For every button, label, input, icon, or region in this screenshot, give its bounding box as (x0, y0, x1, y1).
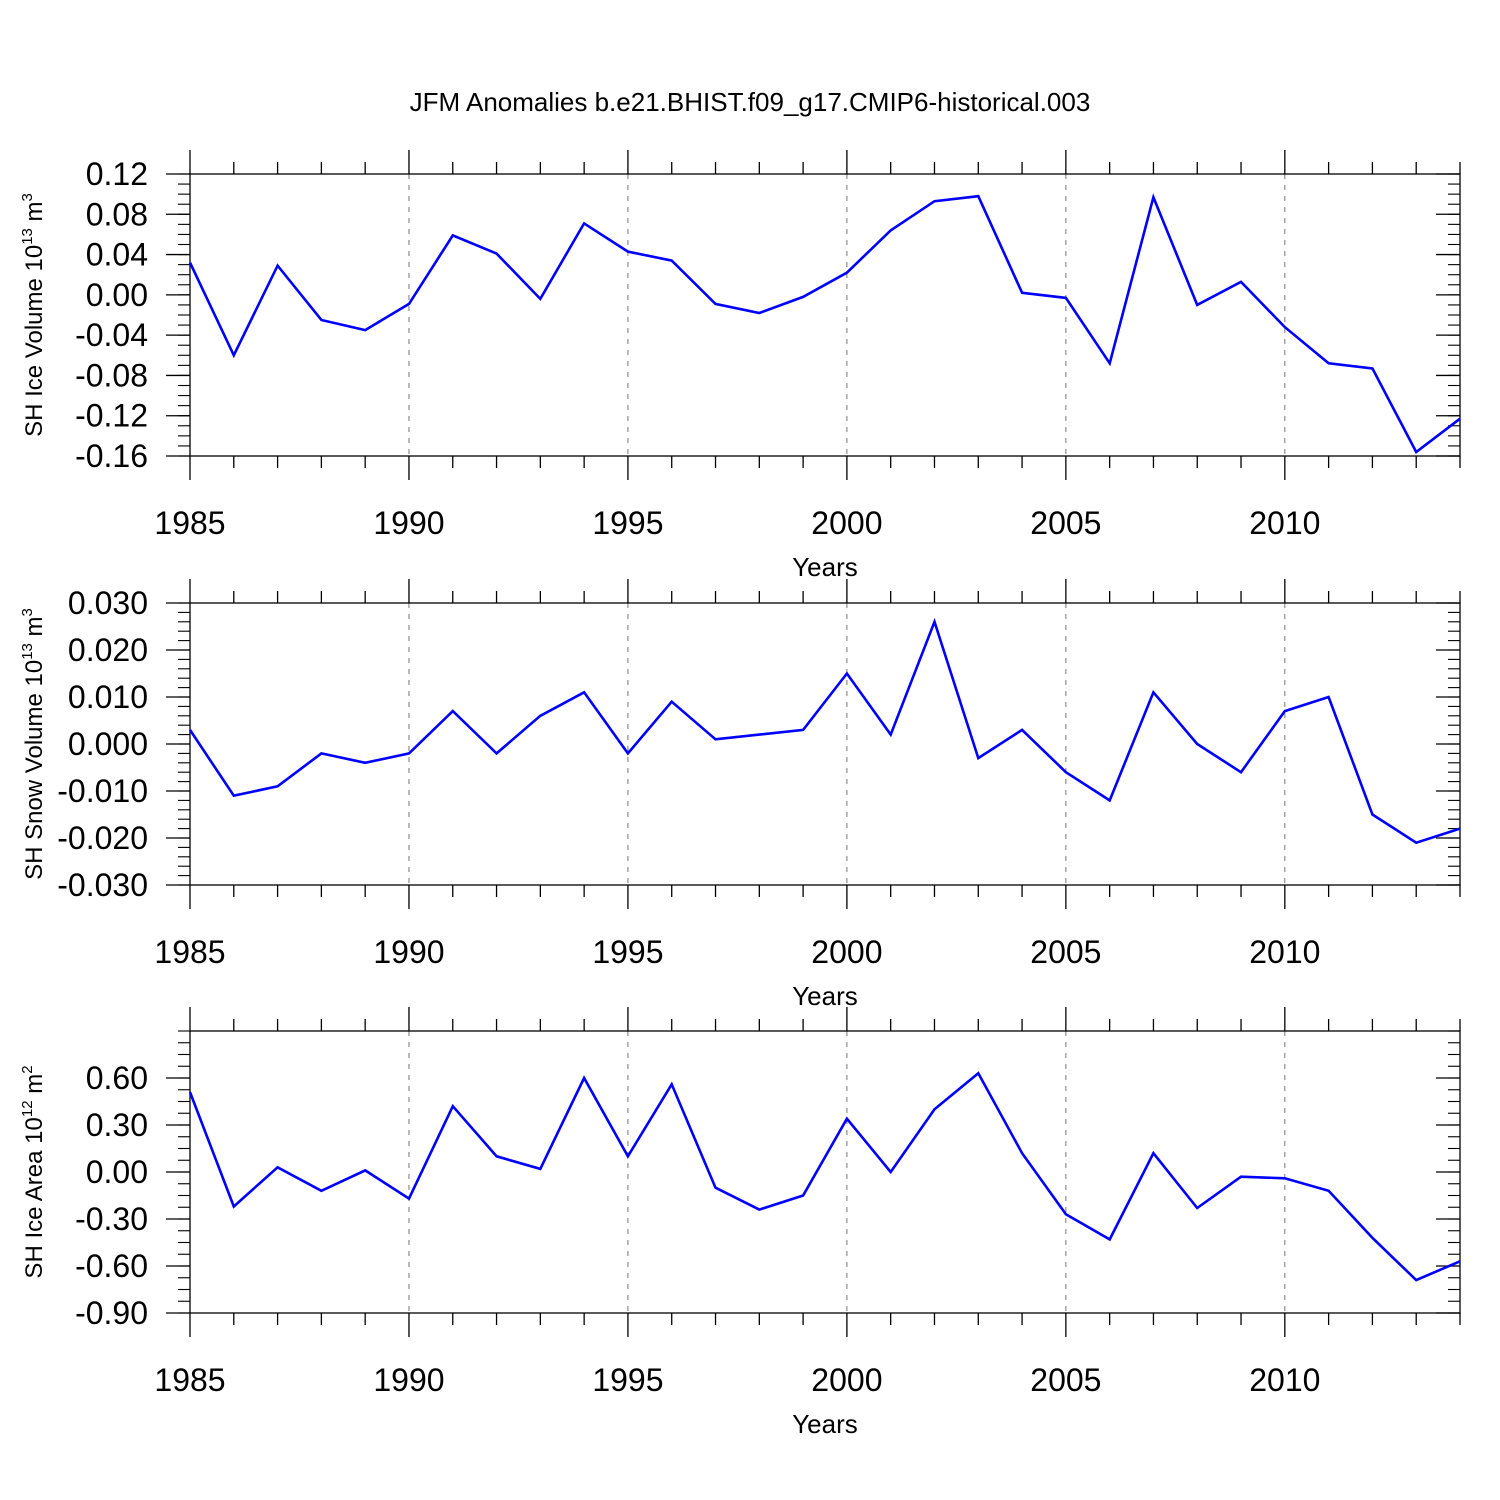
plot-frame (189, 173, 1461, 457)
x-tick-label: 2010 (1249, 505, 1320, 541)
x-axis-label: Years (792, 1409, 858, 1439)
y-axis-label-exponent: 13 (19, 643, 36, 660)
y-axis-label-main: SH Ice Area 10 (21, 1117, 48, 1278)
y-axis-label-unit: m (21, 616, 48, 643)
x-tick-label: 1985 (154, 934, 225, 970)
y-axis-label: SH Ice Area 1012 m2 (19, 1065, 48, 1278)
x-tick-label: 2000 (811, 505, 882, 541)
y-tick-label: 0.00 (86, 1154, 148, 1190)
y-tick-label: 0.08 (86, 196, 148, 232)
y-tick-label: -0.60 (75, 1248, 148, 1284)
x-tick-label: 1985 (154, 1362, 225, 1398)
y-tick-label: 0.000 (68, 726, 148, 762)
y-axis-label-unit: m (21, 1074, 48, 1101)
x-tick-label: 1995 (592, 505, 663, 541)
y-tick-label: 0.020 (68, 632, 148, 668)
y-axis-label-unit-exponent: 2 (19, 1065, 36, 1073)
x-axis-label: Years (792, 981, 858, 1011)
series-line (188, 193, 1461, 454)
y-tick-label: 0.030 (68, 585, 148, 621)
y-axis-label: SH Snow Volume 1013 m3 (19, 608, 48, 880)
y-tick-label: -0.16 (75, 438, 148, 474)
panel-1: 1985 1990 1995 2000 2005 2010 -0.16 -0.12 -0.08 -… (19, 150, 1461, 582)
panel-3: 1985 1990 1995 2000 2005 2010 -0.90 -0.60 -0.30 0… (19, 1007, 1461, 1439)
x-tick-label: 2000 (811, 934, 882, 970)
y-tick-label: 0.04 (86, 237, 148, 273)
x-tick-label: 2005 (1030, 505, 1101, 541)
x-tick-label: 1985 (154, 505, 225, 541)
x-tick-label: 1990 (373, 505, 444, 541)
x-tick-label: 2005 (1030, 1362, 1101, 1398)
y-tick-label: 0.00 (86, 277, 148, 313)
series-line (188, 617, 1461, 845)
series-line (188, 1071, 1461, 1282)
y-tick-label: 0.010 (68, 679, 148, 715)
panel-2: 1985 1990 1995 2000 2005 2010 -0.030 -0.020 -0.0… (19, 579, 1461, 1011)
plot-frame (189, 602, 1461, 886)
y-axis-label-unit-exponent: 3 (19, 193, 36, 201)
y-axis-label-main: SH Ice Volume 10 (21, 245, 48, 437)
y-axis-label-unit: m (21, 201, 48, 228)
y-tick-label: -0.08 (75, 357, 148, 393)
y-tick-label: -0.04 (75, 317, 148, 353)
y-tick-label: -0.90 (75, 1295, 148, 1331)
y-axis-label: SH Ice Volume 1013 m3 (19, 193, 48, 437)
y-tick-label: 0.60 (86, 1060, 148, 1096)
y-tick-label: -0.010 (57, 773, 148, 809)
y-tick-label: -0.020 (57, 820, 148, 856)
plot-frame (189, 1030, 1461, 1314)
y-axis-label-exponent: 13 (19, 228, 36, 245)
y-tick-label: 0.12 (86, 156, 148, 192)
y-tick-label: 0.30 (86, 1107, 148, 1143)
x-tick-label: 1990 (373, 1362, 444, 1398)
y-tick-label: -0.30 (75, 1201, 148, 1237)
figure-title: JFM Anomalies b.e21.BHIST.f09_g17.CMIP6-… (410, 87, 1091, 117)
x-axis-label: Years (792, 552, 858, 582)
x-tick-label: 2000 (811, 1362, 882, 1398)
x-tick-label: 1995 (592, 934, 663, 970)
x-tick-label: 2010 (1249, 1362, 1320, 1398)
x-tick-label: 1995 (592, 1362, 663, 1398)
y-tick-label: -0.12 (75, 398, 148, 434)
y-tick-label: -0.030 (57, 867, 148, 903)
y-axis-label-main: SH Snow Volume 10 (21, 660, 48, 880)
x-tick-label: 1990 (373, 934, 444, 970)
y-axis-label-unit-exponent: 3 (19, 608, 36, 616)
x-tick-label: 2010 (1249, 934, 1320, 970)
x-tick-label: 2005 (1030, 934, 1101, 970)
y-axis-label-exponent: 12 (19, 1100, 36, 1117)
